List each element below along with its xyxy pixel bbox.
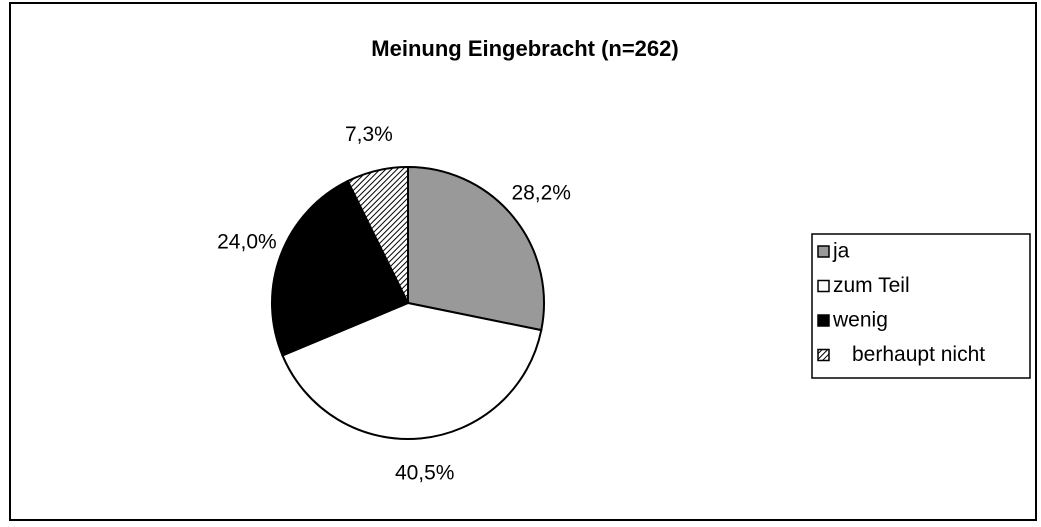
chart-title: Meinung Eingebracht (n=262) xyxy=(371,36,678,61)
legend-swatch xyxy=(817,279,830,293)
data-label: 7,3% xyxy=(345,123,393,146)
data-label: 40,5% xyxy=(395,462,455,485)
data-label: 24,0% xyxy=(217,230,277,253)
pie-slice xyxy=(281,301,543,440)
legend-label: berhaupt nicht xyxy=(852,343,985,366)
data-label: 28,2% xyxy=(511,182,571,205)
legend-swatch xyxy=(817,314,830,327)
pie-slice xyxy=(271,179,410,357)
legend-label: ja xyxy=(832,240,850,263)
legend-swatch xyxy=(817,348,830,362)
legend-swatch xyxy=(817,245,830,258)
pie-slice xyxy=(346,165,409,304)
pie-slice xyxy=(407,165,545,332)
legend-label: wenig xyxy=(832,309,888,332)
legend-box xyxy=(811,233,1031,379)
legend-label: zum Teil xyxy=(833,274,910,297)
